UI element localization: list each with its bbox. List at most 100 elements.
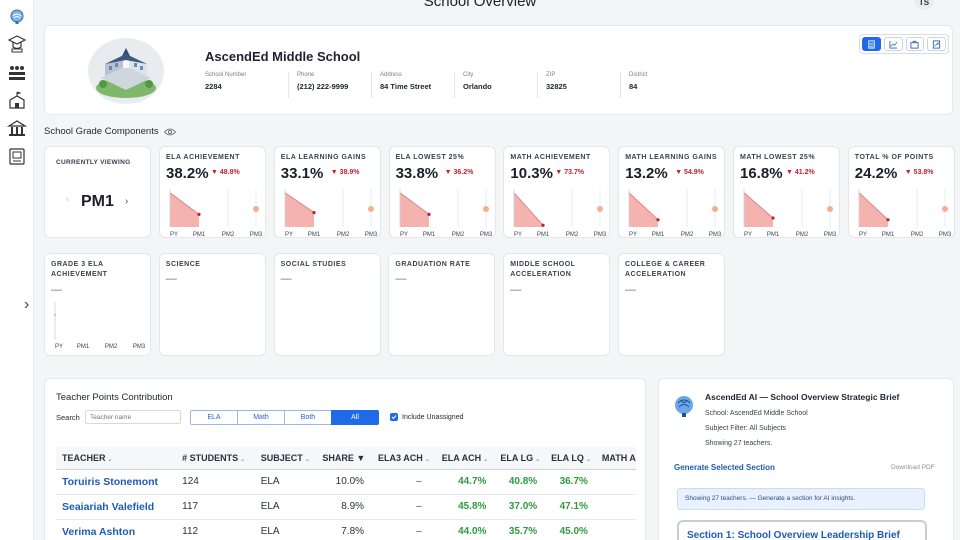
filter-all-button[interactable]: All (331, 410, 379, 425)
graduate-icon[interactable] (7, 34, 27, 54)
metric-label: MATH LEARNING GAINS (625, 154, 717, 161)
filter-ela-button[interactable]: ELA (190, 410, 238, 425)
metric-delta: ▼ 48.8% (211, 169, 240, 176)
subject-cell: ELA (254, 494, 317, 520)
col-math-ach[interactable]: MATH A (595, 447, 636, 470)
col-ela-ach[interactable]: ELA ACH ⌄ (435, 447, 495, 470)
folder-view-icon[interactable] (905, 37, 925, 51)
metric-card-empty[interactable]: SOCIAL STUDIES — (273, 253, 381, 356)
period-tick-label: PM3 (250, 232, 263, 238)
metric-delta: ▼ 54.9% (675, 169, 704, 176)
table-row[interactable]: Toruiris Stonemont 124 ELA 10.0% –44.7% 40.8%… (56, 469, 636, 495)
teacher-table: TEACHER ⌄ # STUDENTS ⌄ SUBJECT ⌄ SHARE ▼ EL… (56, 447, 636, 540)
trend-mini-chart: PY PM1 PM2 PM3 (513, 189, 607, 238)
teacher-name-link[interactable]: Seaiariah Valefield (56, 494, 177, 520)
math-ach-cell (595, 494, 636, 520)
avatar[interactable]: TS (914, 0, 934, 10)
col-ela-lg[interactable]: ELA LG ⌄ (494, 447, 546, 470)
generate-section-button[interactable]: Generate Selected Section (674, 463, 775, 472)
school-number-field: School Number 2284 (205, 72, 246, 91)
col-students[interactable]: # STUDENTS ⌄ (176, 447, 255, 470)
include-unassigned-label: Include Unassigned (402, 413, 464, 421)
period-tick-label: PM2 (222, 232, 235, 238)
district-icon[interactable] (6, 118, 28, 138)
report-icon[interactable] (7, 146, 27, 166)
metric-card[interactable]: MATH ACHIEVEMENT 10.3% ▼ 73.7% PY PM1 PM2 PM3 (503, 146, 611, 238)
trend-point (541, 223, 545, 227)
field-value: (212) 222-9999 (297, 82, 349, 91)
metric-empty-value: — (51, 284, 62, 296)
ai-filter-line: Subject Filter: All Subjects (705, 425, 786, 432)
ela3-cell: – (372, 519, 436, 540)
teacher-points-panel: Teacher Points Contribution Search ELA M… (44, 378, 646, 540)
metric-card[interactable]: ELA LEARNING GAINS 33.1% ▼ 38.9% PY PM1 PM2 PM… (273, 146, 381, 238)
col-teacher[interactable]: TEACHER ⌄ (56, 447, 177, 470)
ai-school-line: School: AscendEd Middle School (705, 410, 808, 417)
ai-section-card[interactable]: Section 1: School Overview Leadership Br… (677, 520, 927, 540)
brain-icon[interactable] (7, 7, 27, 27)
filter-both-button[interactable]: Both (284, 410, 332, 425)
table-row[interactable]: Seaiariah Valefield 117 ELA 8.9% –45.8% 37.0%… (56, 494, 636, 520)
filter-math-button[interactable]: Math (237, 410, 285, 425)
metric-card-empty[interactable]: MIDDLE SCHOOL ACCELERATION — (503, 253, 611, 356)
metric-card[interactable]: ELA ACHIEVEMENT 38.2% ▼ 48.8% PY PM1 PM2 PM3 (159, 146, 266, 238)
metric-label: MATH ACHIEVEMENT (510, 154, 591, 161)
chart-view-icon[interactable] (883, 37, 903, 51)
district-field: District 84 (620, 72, 647, 98)
col-subject[interactable]: SUBJECT ⌄ (254, 447, 317, 470)
metric-empty-value: — (625, 284, 636, 296)
share-cell: 10.0% (316, 469, 373, 495)
trend-line (169, 192, 200, 215)
trend-mini-chart: PY PM1 PM2 PM3 (53, 302, 146, 350)
download-pdf-button[interactable]: Download PDF (891, 464, 935, 471)
metric-delta: ▼ 36.2% (444, 169, 474, 176)
eye-icon[interactable] (163, 128, 176, 136)
search-label: Search (56, 413, 80, 422)
teacher-name-link[interactable]: Toruiris Stonemont (56, 469, 177, 495)
metric-card-empty[interactable]: GRADE 3 ELA ACHIEVEMENT — PY PM1 PM2 PM3 (44, 253, 151, 356)
metric-value: 33.8% (395, 165, 439, 182)
export-view-icon[interactable] (927, 37, 946, 51)
ela3-cell: – (372, 469, 436, 495)
period-tick-label: PM1 (767, 232, 780, 238)
metric-card[interactable]: MATH LOWEST 25% 16.8% ▼ 41.2% PY PM1 PM2 PM3 (733, 146, 840, 238)
field-label: City (463, 72, 474, 78)
metric-card-empty[interactable]: SCIENCE — (158, 253, 266, 356)
trend-line (628, 192, 659, 221)
ai-info-banner: Showing 27 teachers. — Generate a sectio… (677, 488, 925, 510)
math-ach-cell (595, 469, 636, 495)
col-ela3-ach[interactable]: ELA3 ACH ⌄ (372, 447, 436, 470)
students-cell: 112 (176, 519, 255, 540)
table-row[interactable]: Verima Ashton 112 ELA 7.8% –44.0% 35.7% 45.0% (56, 519, 636, 540)
ela-lg-cell: 35.7% (494, 519, 546, 540)
col-ela-lq[interactable]: ELA LQ ⌄ (545, 447, 596, 470)
trend-area (399, 192, 429, 227)
chevron-left-icon[interactable]: ‹ (66, 194, 70, 205)
table-view-icon[interactable] (862, 37, 881, 51)
students-icon[interactable] (7, 62, 27, 82)
period-tick-label: PM3 (365, 232, 378, 238)
include-unassigned-checkbox[interactable] (390, 413, 398, 421)
include-unassigned[interactable]: Include Unassigned (390, 413, 464, 421)
metric-card-empty[interactable]: COLLEGE & CAREER ACCELERATION — (618, 253, 725, 356)
metric-card[interactable]: TOTAL % OF POINTS 24.2% ▼ 53.8% PY PM1 PM2 PM3 (847, 146, 955, 238)
period-tick-label: PM2 (451, 232, 464, 238)
metric-card-empty[interactable]: GRADUATION RATE — (388, 253, 496, 356)
chevron-right-icon[interactable]: › (24, 296, 30, 313)
trend-area (170, 192, 199, 227)
metric-card[interactable]: ELA LOWEST 25% 33.8% ▼ 36.2% PY PM1 PM2 PM3 (388, 146, 496, 238)
chevron-right-icon[interactable]: › (125, 196, 129, 207)
period-tick-label: PY (400, 232, 408, 238)
field-label: ZIP (546, 72, 556, 78)
teacher-name-link[interactable]: Verima Ashton (56, 519, 177, 540)
teacher-search-input[interactable] (85, 410, 181, 424)
current-period: PM1 (81, 193, 114, 210)
col-share[interactable]: SHARE ▼ (316, 447, 373, 470)
school-icon[interactable] (7, 90, 27, 110)
school-info-card: AscendEd Middle School School Number 228… (44, 25, 953, 115)
metric-label: MIDDLE SCHOOL ACCELERATION (510, 261, 576, 278)
city-field: City Orlando (454, 72, 492, 98)
metric-card[interactable]: MATH LEARNING GAINS 13.2% ▼ 54.9% PY PM1 PM2 P… (618, 146, 726, 238)
field-label: Address (380, 72, 403, 78)
metric-label: GRADUATION RATE (395, 261, 471, 268)
